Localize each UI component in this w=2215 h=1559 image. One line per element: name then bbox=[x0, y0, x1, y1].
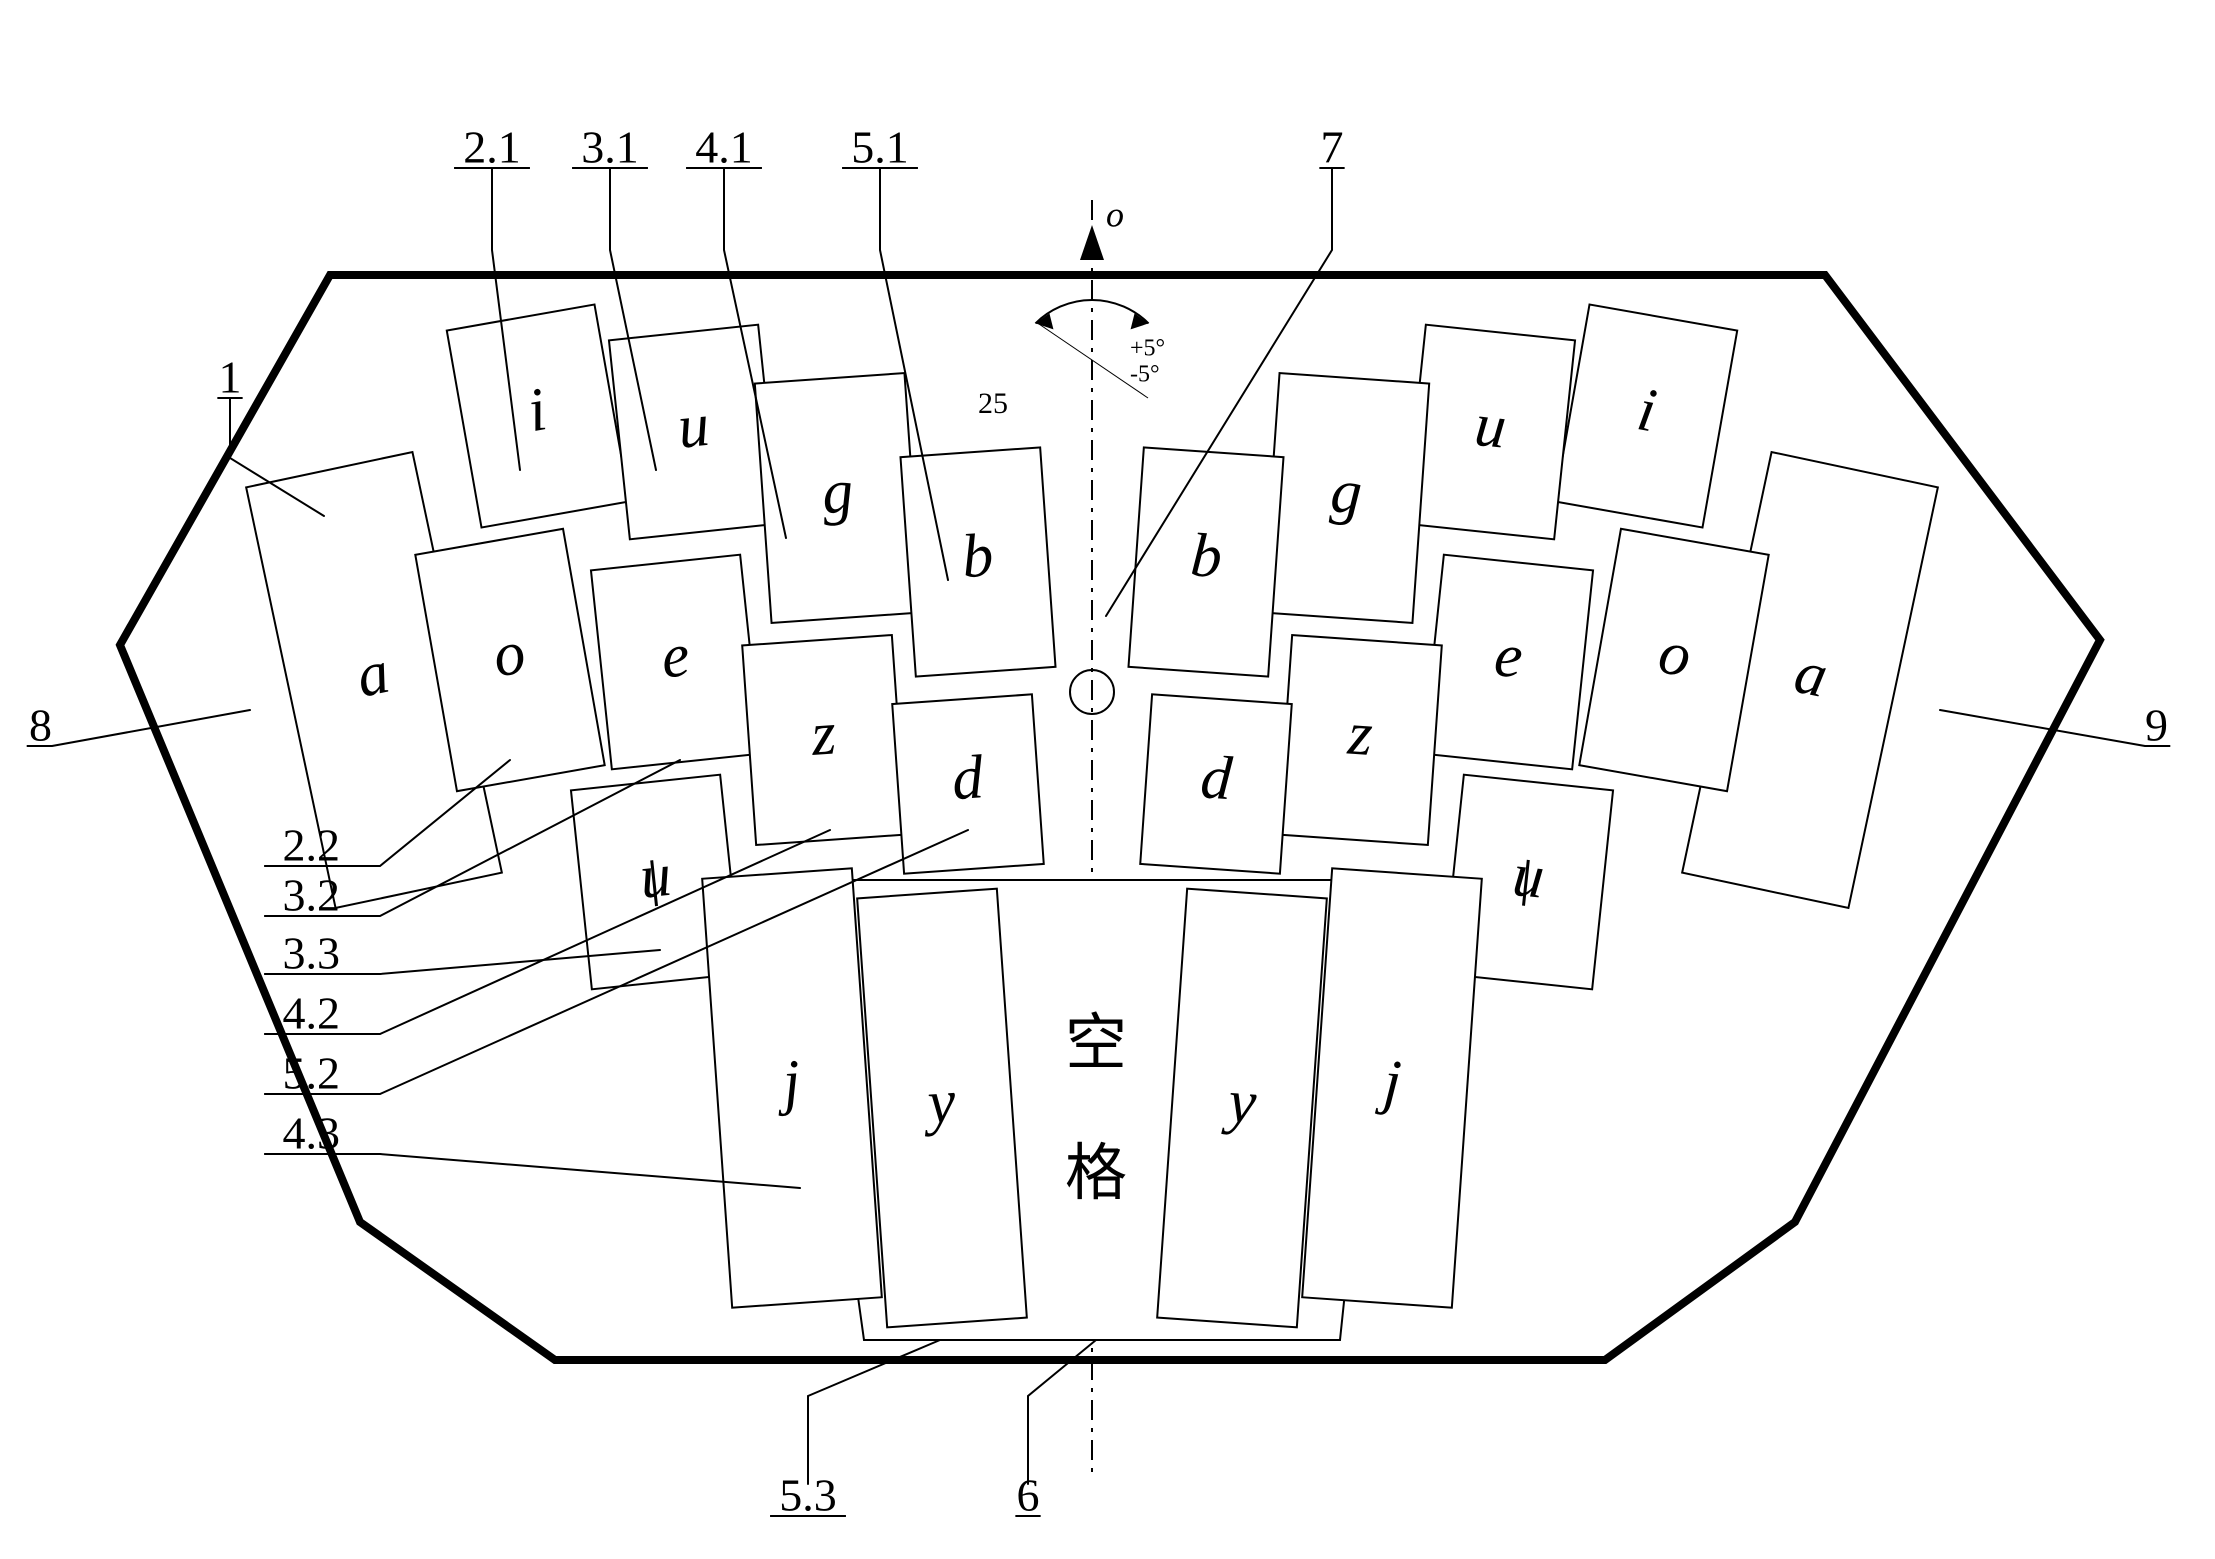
axis-label: o bbox=[1106, 194, 1124, 234]
key-j-l[interactable]: j bbox=[702, 868, 882, 1307]
key-g-r[interactable]: g bbox=[1263, 373, 1429, 623]
callout-number: 5.2 bbox=[283, 1048, 341, 1099]
key-y-r[interactable]: y bbox=[1157, 889, 1327, 1328]
callout-number: 4.3 bbox=[283, 1108, 341, 1159]
callout-number: 3.3 bbox=[283, 928, 341, 979]
key-label: g bbox=[820, 457, 856, 527]
callout-number: 9 bbox=[2145, 700, 2168, 751]
callout-number: 7 bbox=[1321, 122, 1344, 173]
axis-arrow-icon bbox=[1080, 225, 1104, 260]
key-i-r[interactable]: i bbox=[1555, 304, 1737, 527]
key-b-r[interactable]: b bbox=[1128, 447, 1283, 676]
callout-number: 3.1 bbox=[581, 122, 639, 173]
key-j-r[interactable]: j bbox=[1302, 868, 1482, 1307]
key-label: z bbox=[1345, 699, 1375, 769]
space-key-label: 格 bbox=[1065, 1140, 1127, 1208]
key-u-l[interactable]: u bbox=[609, 325, 779, 540]
key-d-r[interactable]: d bbox=[1140, 694, 1292, 873]
key-label: d bbox=[1199, 743, 1236, 813]
key-g-l[interactable]: g bbox=[755, 373, 921, 623]
callout-number: 2.1 bbox=[463, 122, 521, 173]
angle-label: 25 bbox=[978, 387, 1008, 420]
leader-line bbox=[1940, 710, 2145, 746]
space-key-label: 空 bbox=[1065, 1010, 1127, 1078]
key-e-r[interactable]: e bbox=[1423, 555, 1593, 770]
key-label: b bbox=[1189, 521, 1225, 591]
angle-plus: +5° bbox=[1130, 336, 1165, 362]
key-e-l[interactable]: e bbox=[591, 555, 761, 770]
key-label: z bbox=[808, 699, 838, 769]
key-i-l[interactable]: i bbox=[447, 304, 629, 527]
callout-number: 4.2 bbox=[283, 988, 341, 1039]
key-label: g bbox=[1329, 457, 1365, 527]
key-label: d bbox=[950, 743, 987, 813]
callout-number: 3.2 bbox=[283, 870, 341, 921]
key-d-l[interactable]: d bbox=[892, 694, 1044, 873]
callout-number: 5.1 bbox=[851, 122, 909, 173]
callout-number: 8 bbox=[29, 700, 52, 751]
angle-minus: -5° bbox=[1130, 362, 1160, 388]
key-u-r[interactable]: u bbox=[1405, 325, 1575, 540]
callout-number: 2.2 bbox=[283, 820, 341, 871]
callout-number: 4.1 bbox=[695, 122, 753, 173]
key-z-l[interactable]: z bbox=[742, 635, 906, 845]
diagram-keyboard: o25+5°-5°空格aaiioouueeuuggzzjjbbddyy2.13.… bbox=[0, 0, 2215, 1559]
key-label: b bbox=[960, 521, 996, 591]
key-z-r[interactable]: z bbox=[1278, 635, 1442, 845]
key-y-l[interactable]: y bbox=[857, 889, 1027, 1328]
callout-number: 1 bbox=[219, 352, 242, 403]
key-b-l[interactable]: b bbox=[900, 447, 1055, 676]
